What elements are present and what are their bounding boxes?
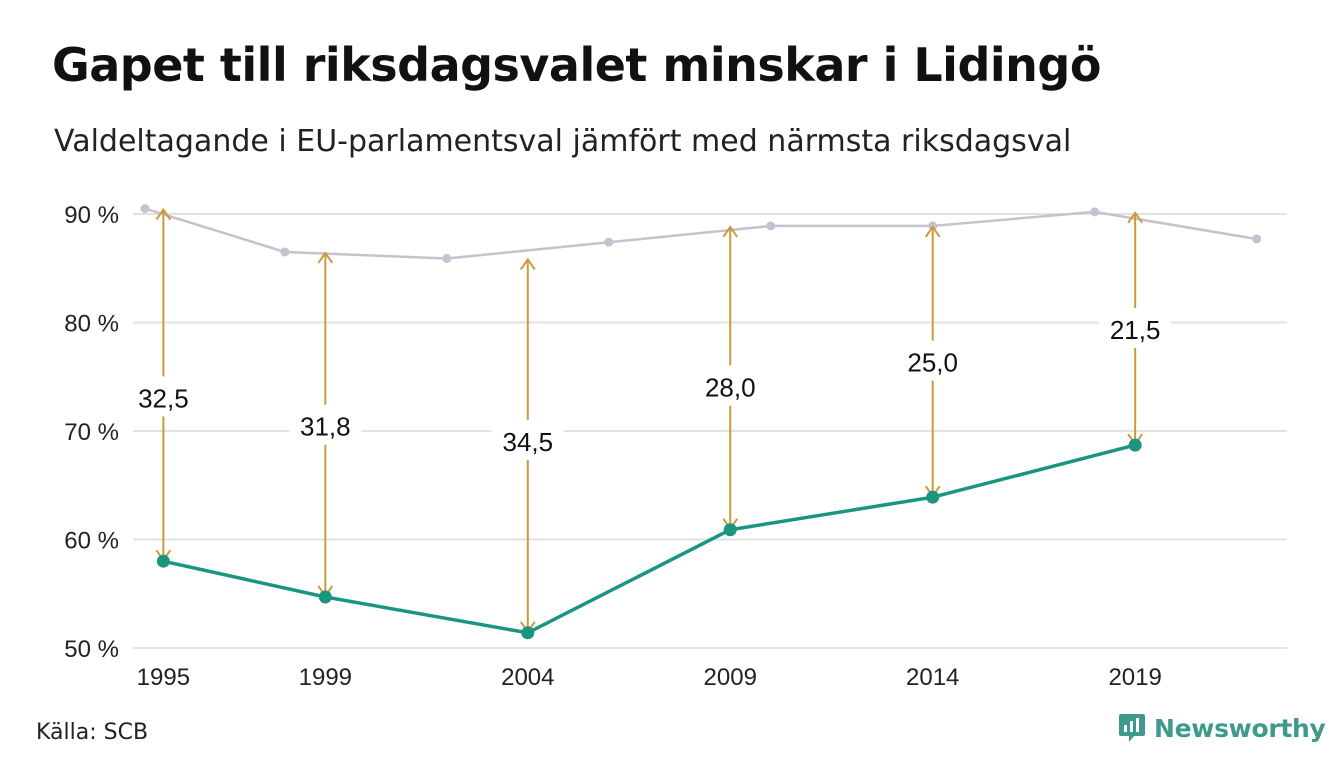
x-axis-ticks: 1995 1999 2004 2009 2014 2019: [137, 664, 1162, 691]
gap-label-box: [289, 404, 362, 445]
riksdag-point: [1252, 234, 1262, 244]
x-tick-label: 1995: [137, 664, 190, 691]
brand-name: Newsworthy: [1154, 713, 1326, 743]
eu-point: [156, 554, 170, 568]
gap-value-label: 31,8: [300, 412, 351, 442]
riksdag-line: [144, 207, 1257, 260]
gap-arrow-head-top: [1127, 211, 1143, 224]
gap-label-box: [127, 376, 200, 417]
y-tick-label: 80 %: [64, 311, 119, 338]
y-tick-label: 70 %: [64, 419, 119, 446]
x-tick-label: 2004: [501, 664, 554, 691]
x-tick-label: 1999: [299, 664, 352, 691]
x-tick-label: 2009: [704, 664, 757, 691]
eu-point: [521, 626, 535, 640]
eu-point: [318, 590, 332, 604]
riksdag-point: [1090, 207, 1100, 217]
gap-arrow-head-top: [722, 225, 739, 238]
eu-series: [156, 438, 1142, 640]
y-tick-label: 60 %: [64, 528, 119, 555]
gap-value-label: 32,5: [138, 383, 189, 413]
y-axis-ticks: 50 % 60 % 70 % 80 % 90 %: [64, 202, 119, 663]
gap-label-box: [694, 365, 767, 406]
gap-arrow-head-top: [519, 257, 536, 271]
riksdag-point: [442, 253, 452, 263]
eu-point: [723, 523, 737, 537]
y-tick-label: 90 %: [64, 202, 119, 229]
x-tick-label: 2019: [1108, 664, 1161, 691]
gap-value-label: 21,5: [1110, 315, 1161, 345]
source-note: Källa: SCB: [36, 720, 149, 745]
eu-point: [1128, 438, 1142, 452]
x-tick-label: 2014: [906, 664, 959, 691]
gap-arrow-head-top: [317, 251, 334, 264]
eu-line: [162, 443, 1136, 635]
gap-value-label: 25,0: [907, 348, 958, 378]
gap-arrow-head-top: [155, 207, 172, 221]
brand-logo[interactable]: Newsworthy: [1118, 713, 1326, 743]
riksdag-point: [604, 237, 614, 247]
y-tick-label: 50 %: [64, 636, 119, 663]
gap-labels: 32,5 31,8 34,5 28,0 25,0 21,5: [127, 308, 1172, 460]
gap-arrow-head-top: [924, 225, 941, 238]
riksdag-point: [140, 204, 150, 214]
gap-label-box: [1099, 308, 1172, 349]
gap-label-box: [491, 419, 564, 460]
gap-label-box: [896, 340, 969, 381]
riksdag-series: [140, 204, 1262, 263]
riksdag-point: [766, 221, 776, 231]
chart-subtitle: Valdeltagande i EU-parlamentsval jämfört…: [54, 124, 1072, 159]
gap-value-label: 34,5: [502, 427, 553, 457]
eu-point: [926, 490, 940, 504]
riksdag-point: [280, 247, 290, 257]
gap-value-label: 28,0: [705, 373, 756, 403]
newsworthy-logo-icon: [1119, 714, 1145, 742]
chart-title: Gapet till riksdagsvalet minskar i Lidin…: [52, 38, 1101, 92]
